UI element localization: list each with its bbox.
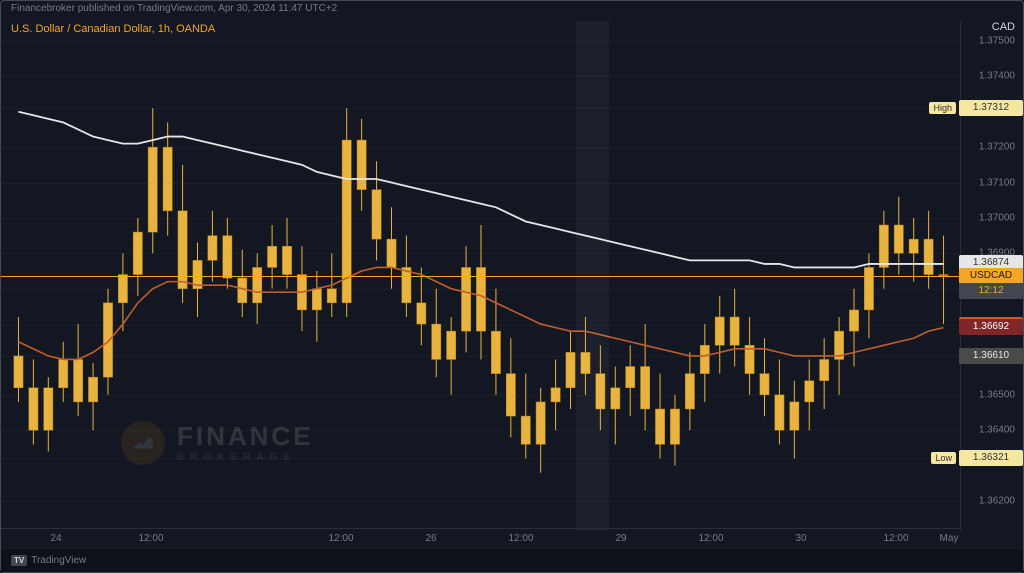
footer: TV TradingView bbox=[1, 548, 1023, 572]
low-label: Low bbox=[931, 452, 956, 464]
chart-root: Financebroker published on TradingView.c… bbox=[0, 0, 1024, 573]
y-tick: 1.36400 bbox=[979, 425, 1015, 436]
x-tick: 30 bbox=[795, 533, 806, 544]
watermark: FINANCE BROKERAGE bbox=[121, 421, 314, 465]
x-tick: 12:00 bbox=[883, 533, 908, 544]
footer-label: TradingView bbox=[31, 555, 86, 566]
x-tick: 26 bbox=[425, 533, 436, 544]
y-tick: 1.37500 bbox=[979, 36, 1015, 47]
x-tick: 29 bbox=[615, 533, 626, 544]
tag-ma-red: 1.36692 bbox=[959, 319, 1023, 335]
y-tick: 1.36200 bbox=[979, 496, 1015, 507]
tag-countdown: 12:12 bbox=[959, 283, 1023, 299]
watermark-line2: BROKERAGE bbox=[177, 453, 314, 463]
y-tick: 1.36500 bbox=[979, 389, 1015, 400]
currency-label: CAD bbox=[992, 21, 1015, 33]
high-label: High bbox=[929, 102, 956, 114]
tag-ma-white2: 1.36610 bbox=[959, 348, 1023, 364]
y-tick: 1.37400 bbox=[979, 71, 1015, 82]
x-tick: 12:00 bbox=[698, 533, 723, 544]
chart-area[interactable]: High Low FINANCE BROKERAGE bbox=[1, 21, 961, 531]
tag-low: 1.36321 bbox=[959, 450, 1023, 466]
y-tick: 1.37100 bbox=[979, 177, 1015, 188]
x-tick: 24 bbox=[50, 533, 61, 544]
x-axis: 24 12:00 12:00 26 12:00 29 12:00 30 12:00 May bbox=[1, 528, 961, 548]
current-price-line bbox=[1, 276, 961, 277]
y-tick: 1.37000 bbox=[979, 212, 1015, 223]
publisher-line: Financebroker published on TradingView.c… bbox=[1, 1, 1023, 19]
tag-symbol: USDCAD 1.36837 bbox=[959, 268, 1023, 284]
tradingview-icon: TV bbox=[11, 555, 27, 566]
x-tick: May bbox=[940, 533, 959, 544]
x-tick: 12:00 bbox=[328, 533, 353, 544]
x-tick: 12:00 bbox=[138, 533, 163, 544]
y-tick: 1.37200 bbox=[979, 142, 1015, 153]
x-tick: 12:00 bbox=[508, 533, 533, 544]
watermark-line1: FINANCE bbox=[177, 423, 314, 449]
tag-high: 1.37312 bbox=[959, 100, 1023, 116]
watermark-icon bbox=[121, 421, 165, 465]
y-axis: CAD 1.37500 1.37400 1.37200 1.37100 1.37000 1… bbox=[959, 21, 1023, 531]
